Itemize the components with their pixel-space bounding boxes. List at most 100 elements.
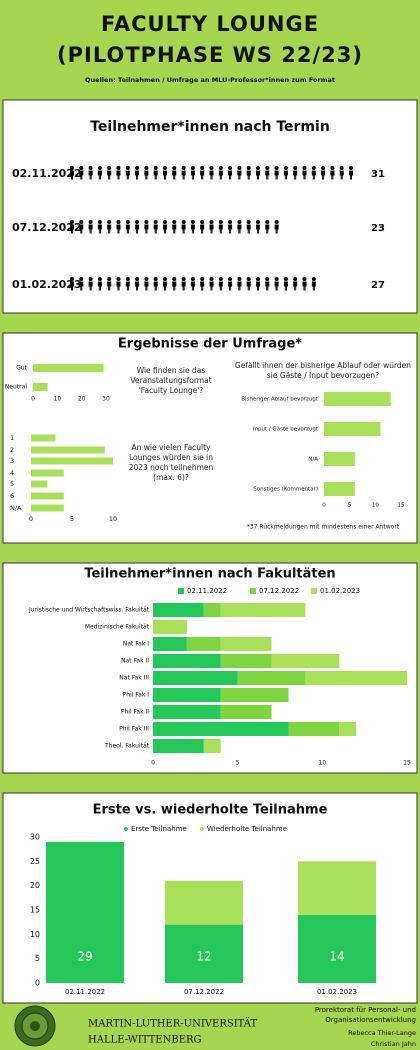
bar — [33, 383, 48, 391]
bar-segment — [153, 705, 221, 719]
bar-segment — [220, 654, 272, 668]
university: MARTIN-LUTHER-UNIVERSITÄT — [88, 1018, 257, 1030]
office: Organisationsentwicklung — [325, 1016, 416, 1024]
bar — [31, 492, 64, 500]
bar — [33, 364, 104, 372]
column-segment — [298, 914, 376, 983]
x-tick-label: 01.02.2023 — [317, 988, 357, 996]
y-tick-label: 10 — [30, 930, 40, 939]
value-label: 23 — [371, 223, 385, 234]
bar — [31, 480, 48, 488]
x-tick-label: 0 — [29, 515, 33, 523]
column-segment — [298, 861, 376, 915]
category-label: Neutral — [5, 384, 27, 391]
category-label: 01.02.2023 — [12, 278, 82, 291]
footnote: *37 Rückmeldungen mit mindestens einer A… — [247, 524, 400, 531]
y-tick-label: 15 — [30, 906, 40, 915]
category-label: Phil Fak III — [119, 726, 149, 733]
y-tick-label: 0 — [35, 979, 40, 988]
category-label: Juristische und Wirtschaftswiss. Fakultä… — [28, 607, 150, 614]
question: Wie finden sie das Veranstaltungsformat … — [130, 366, 212, 395]
value-label: 27 — [371, 280, 385, 291]
category-label: 6 — [10, 492, 14, 500]
x-tick-label: 0 — [322, 503, 326, 509]
category-label: 3 — [10, 457, 14, 465]
seal — [14, 1005, 56, 1047]
category-label: Bisheriger Ablauf bevorzugt — [241, 397, 319, 403]
value-label: 29 — [77, 950, 92, 964]
author: Christian Jahn — [371, 1040, 416, 1048]
x-tick-label: 5 — [70, 515, 74, 523]
pictogram-row — [70, 277, 316, 291]
bar-segment — [153, 654, 221, 668]
question: An wie vielen Faculty Lounges würden sie… — [128, 443, 214, 482]
chart-title: Erste vs. wiederholte Teilnahme — [93, 803, 328, 818]
y-tick-label: 30 — [30, 833, 40, 842]
legend-marker — [124, 827, 128, 831]
bar-segment — [153, 722, 289, 736]
bar-segment — [288, 722, 340, 736]
y-tick-label: 20 — [30, 881, 40, 890]
y-tick-label: 25 — [30, 857, 40, 866]
category-label: 07.12.2022 — [12, 221, 82, 234]
category-label: Gut — [16, 365, 27, 372]
bar-segment — [153, 688, 221, 702]
category-label: 1 — [10, 434, 14, 442]
bar-segment — [305, 671, 407, 685]
office: Prorektorat für Personal- und — [315, 1006, 416, 1014]
bar-segment — [153, 739, 204, 753]
university: HALLE-WITTENBERG — [88, 1035, 202, 1046]
title: (PILOTPHASE WS 22/23) — [57, 43, 363, 67]
question: Gefällt ihnen der bisherige Ablauf oder … — [234, 361, 412, 380]
x-tick-label: 30 — [102, 396, 110, 403]
y-tick-label: 5 — [35, 954, 40, 963]
bar-segment — [186, 637, 221, 651]
x-tick-label: 10 — [372, 503, 379, 509]
category-label: Nat Fak III — [119, 675, 149, 682]
bar — [324, 422, 381, 436]
category-label: 2 — [10, 446, 14, 454]
legend-label: 01.02.2023 — [320, 587, 360, 595]
category-label: Sonstiges (Kommentar) — [253, 487, 318, 493]
column-segment — [46, 841, 124, 983]
legend-marker — [200, 827, 204, 831]
bar — [31, 446, 105, 454]
bar-segment — [153, 671, 238, 685]
category-label: N/A — [10, 504, 22, 512]
column-segment — [165, 924, 243, 983]
bar-segment — [339, 722, 357, 736]
value-label: 31 — [371, 169, 385, 180]
bar — [31, 457, 113, 465]
bar-segment — [203, 603, 221, 617]
legend-label: 02.11.2022 — [187, 587, 227, 595]
legend-swatch — [311, 588, 317, 594]
bar-segment — [153, 603, 204, 617]
x-tick-label: 20 — [78, 396, 86, 403]
bar — [31, 469, 64, 477]
legend-swatch — [250, 588, 256, 594]
x-tick-label: 10 — [319, 760, 327, 767]
legend-label: 07.12.2022 — [259, 587, 299, 595]
panel-title: Ergebnisse der Umfrage* — [118, 337, 302, 352]
category-label: 5 — [10, 480, 14, 488]
category-label: N/A — [308, 457, 318, 463]
bar-segment — [220, 603, 306, 617]
category-label: Phil Fak II — [121, 709, 149, 716]
bar — [31, 434, 56, 442]
x-tick-label: 10 — [109, 515, 117, 523]
x-tick-label: 15 — [398, 503, 405, 509]
bar-segment — [220, 705, 272, 719]
pictogram-row — [70, 166, 353, 180]
bar — [324, 392, 391, 406]
category-label: Phil Fak I — [123, 692, 150, 699]
value-label: 14 — [329, 950, 344, 964]
bar-segment — [153, 637, 187, 651]
legend-swatch — [178, 588, 184, 594]
category-label: Nat Fak II — [121, 658, 149, 665]
x-tick-label: 07.12.2022 — [184, 988, 224, 996]
x-tick-label: 15 — [403, 760, 411, 767]
bar-segment — [220, 637, 272, 651]
category-label: Medizinische Fakultät — [85, 624, 150, 631]
bar-segment — [153, 620, 187, 634]
